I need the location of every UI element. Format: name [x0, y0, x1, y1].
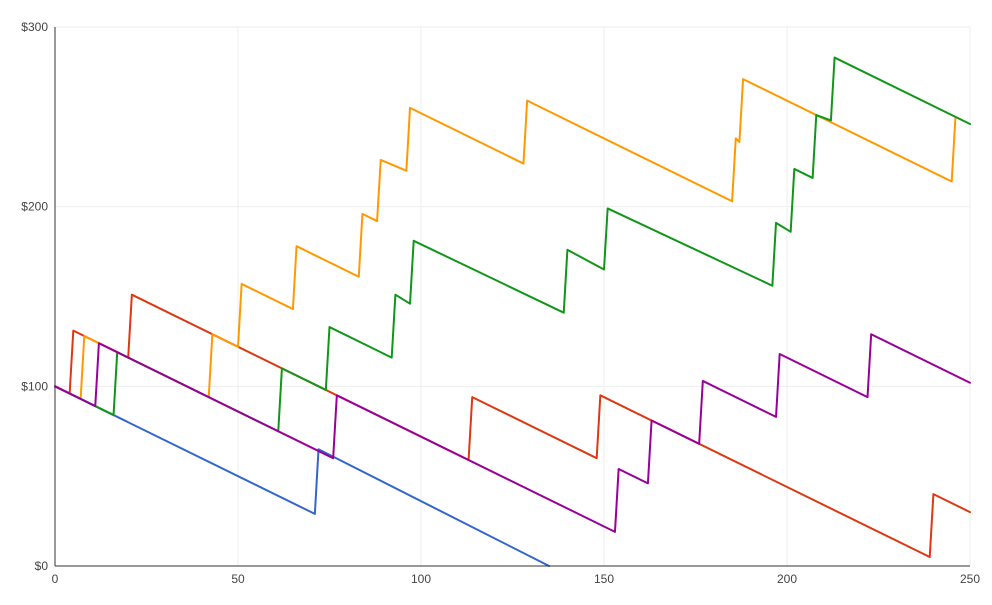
x-tick-label-150: 150: [594, 572, 614, 586]
gridlines: [55, 26, 971, 566]
x-tick-label-50: 50: [231, 572, 245, 586]
series-line-4: [54, 56, 971, 433]
x-tick-label-0: 0: [52, 572, 59, 586]
x-tick-label-100: 100: [411, 572, 431, 586]
axes: [54, 27, 970, 567]
x-tick-label-250: 250: [960, 572, 980, 586]
series-line-5: [54, 333, 971, 533]
y-tick-label-200: $200: [21, 200, 48, 214]
y-tick-label-300: $300: [21, 20, 48, 34]
y-tick-label-100: $100: [21, 379, 48, 393]
series-line-2: [54, 293, 971, 559]
series-lines: [54, 56, 971, 567]
tick-labels: 0 50 100 150 200 250 $0 $100 $200 $300: [21, 20, 980, 586]
series-line-3: [54, 78, 957, 400]
y-tick-label-0: $0: [35, 559, 49, 573]
x-tick-label-200: 200: [777, 572, 797, 586]
series-line-1: [54, 385, 551, 567]
